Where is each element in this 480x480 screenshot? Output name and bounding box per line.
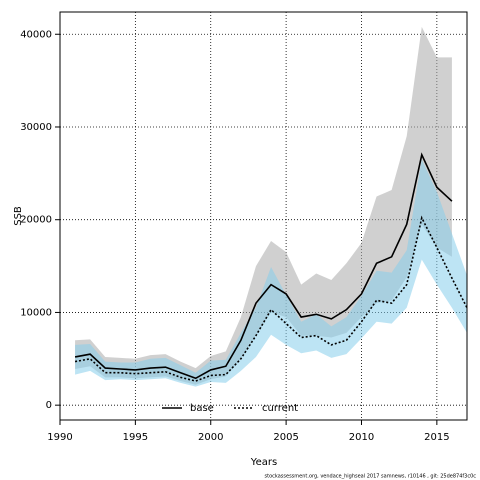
legend-label: base xyxy=(190,403,214,414)
x-tick-label: 1990 xyxy=(47,432,72,443)
legend-label: current xyxy=(262,403,298,414)
y-tick-label: 40000 xyxy=(20,29,52,40)
footer: stockassessment.org, vendace_highseal 20… xyxy=(265,474,477,480)
x-tick-label: 2010 xyxy=(349,432,374,443)
confidence-band xyxy=(75,159,468,387)
series-line xyxy=(74,215,468,382)
y-tick-label: 0 xyxy=(46,400,52,411)
plot-frame xyxy=(59,11,468,421)
x-tick-label: 2005 xyxy=(273,432,298,443)
x-tick-label: 2015 xyxy=(424,432,449,443)
y-tick-label: 10000 xyxy=(20,307,52,318)
y-tick-label: 30000 xyxy=(20,122,52,133)
confidence-band xyxy=(75,26,452,385)
y-axis-label: SSB xyxy=(13,206,24,226)
y-tick-label: 20000 xyxy=(20,215,52,226)
x-tick-label: 2000 xyxy=(198,432,223,443)
series-line xyxy=(74,152,453,380)
x-tick-label: 1995 xyxy=(123,432,148,443)
x-axis-label: Years xyxy=(250,457,277,468)
